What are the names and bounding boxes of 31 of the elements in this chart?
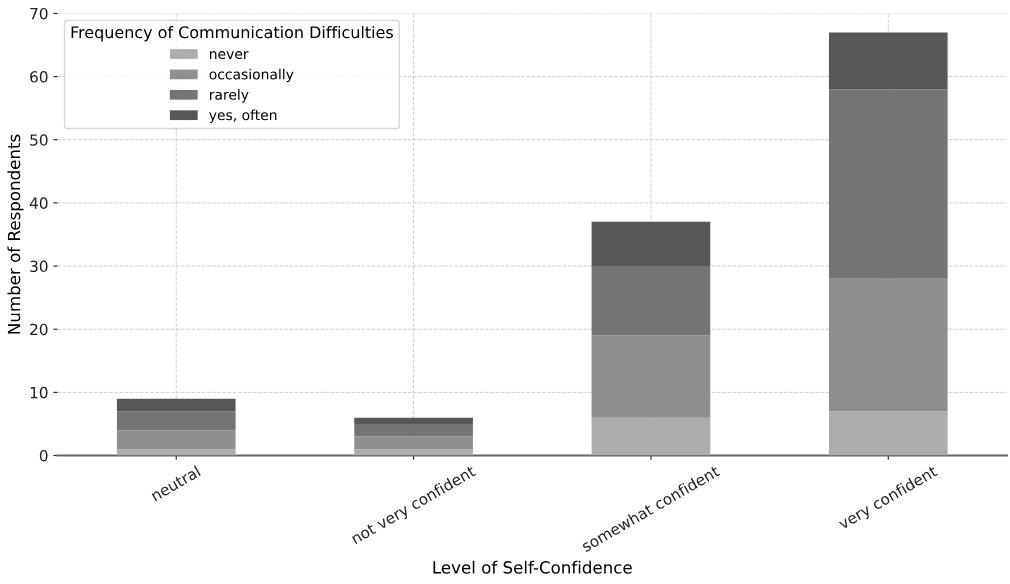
legend-label: occasionally <box>209 68 294 83</box>
bar <box>116 398 236 412</box>
bar <box>116 411 236 431</box>
bar <box>116 449 236 456</box>
x-axis-title: Level of Self-Confidence <box>433 560 632 574</box>
bar <box>354 423 473 437</box>
bar <box>591 417 711 456</box>
y-tick-label: 30 <box>30 260 48 273</box>
bar <box>591 266 711 336</box>
bar <box>116 430 236 450</box>
y-tick-label: 50 <box>30 134 48 146</box>
bar <box>828 89 948 279</box>
bar <box>354 436 473 450</box>
y-tick-label: 10 <box>30 386 48 399</box>
bar <box>828 32 948 90</box>
legend-label: rarely <box>210 89 249 103</box>
y-tick-label: 20 <box>30 323 48 336</box>
bar <box>354 449 473 456</box>
bar <box>828 278 948 412</box>
y-tick-label: 70 <box>30 7 48 20</box>
bar <box>828 411 948 456</box>
y-axis-title: Number of Respondents <box>7 134 24 334</box>
y-tick-label: 40 <box>29 197 48 209</box>
y-tick-label: 0 <box>39 449 48 462</box>
legend-label: yes, often <box>209 109 277 123</box>
bar <box>354 417 473 424</box>
y-tick-label: 60 <box>30 71 48 83</box>
bar <box>591 335 711 418</box>
legend-label: never <box>210 51 249 60</box>
bar <box>591 221 711 267</box>
legend-title: Frequency of Communication Difficulties <box>71 25 393 42</box>
